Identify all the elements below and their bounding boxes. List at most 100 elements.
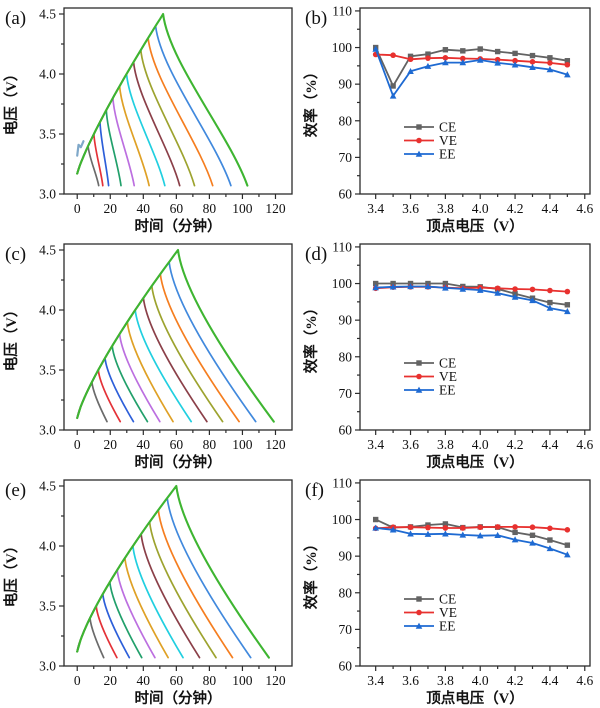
triangle-marker-icon xyxy=(407,67,414,75)
curve-3.6V xyxy=(76,121,110,187)
y-axis-label: 效率（%） xyxy=(302,65,320,138)
y-tick-label: 80 xyxy=(339,585,353,600)
square-marker-icon xyxy=(547,537,553,543)
x-tick-label: 4.0 xyxy=(472,673,489,688)
y-tick-label: 4.5 xyxy=(39,243,56,258)
triangle-marker-icon xyxy=(415,622,423,629)
legend-label-CE: CE xyxy=(439,356,456,371)
triangle-marker-icon xyxy=(389,92,397,99)
circle-marker-icon xyxy=(477,524,484,531)
circle-marker-icon xyxy=(512,286,518,292)
axis-ticks xyxy=(59,13,277,199)
x-tick-label: 3.8 xyxy=(437,201,454,216)
square-marker-icon xyxy=(442,280,449,287)
series-line-CE xyxy=(374,282,569,306)
curve-3.7V xyxy=(76,345,149,423)
x-axis-label: 顶点电压（V） xyxy=(426,453,523,471)
circle-marker-icon xyxy=(547,525,553,532)
triangle-marker-icon xyxy=(476,56,484,63)
x-tick-label: 4.0 xyxy=(472,201,489,216)
triangle-marker-icon xyxy=(494,531,501,538)
panel-letter-a: (a) xyxy=(5,8,26,29)
y-tick-label: 90 xyxy=(339,313,353,328)
panel-a: 0 20 40 60 80 100 120 3.0 3.5 4.0 4.5 时间（分钟） 电压（V） (a… xyxy=(0,0,300,236)
y-tick-label: 90 xyxy=(339,77,353,92)
square-marker-icon xyxy=(564,58,571,64)
y-tick-label: 3.0 xyxy=(39,423,56,438)
triangle-marker-icon xyxy=(442,59,449,66)
circle-marker-icon xyxy=(442,525,449,531)
square-marker-icon xyxy=(494,48,501,55)
circle-marker-icon xyxy=(564,288,571,295)
x-tick-label: 4.6 xyxy=(576,437,593,452)
square-marker-icon xyxy=(547,55,553,61)
triangle-marker-icon xyxy=(389,283,397,290)
y-tick-label: 3.5 xyxy=(39,363,56,378)
axis-tick-labels: 0 20 40 60 80 100 120 3.0 3.5 4.0 4.5 xyxy=(39,243,286,453)
x-tick-label: 0 xyxy=(74,201,81,216)
y-tick-label: 90 xyxy=(339,549,353,564)
curve-3.5V xyxy=(76,369,122,423)
panel-letter-d: (d) xyxy=(305,244,327,265)
chart-c: 0 20 40 60 80 100 120 3.0 3.5 4.0 4.5 时间（分钟） 电压（V） (c… xyxy=(2,243,293,471)
series-line-VE xyxy=(374,526,569,531)
circle-marker-icon xyxy=(416,373,422,380)
curve-3.6V xyxy=(76,593,131,659)
x-tick-label: 4.0 xyxy=(472,437,489,452)
x-tick-label: 3.4 xyxy=(367,201,384,216)
circle-marker-icon xyxy=(460,525,466,531)
plot-area xyxy=(76,248,275,423)
y-axis-label: 电压（V） xyxy=(2,539,20,607)
x-tick-label: 80 xyxy=(203,673,217,688)
square-marker-icon xyxy=(564,302,571,308)
y-tick-label: 100 xyxy=(332,40,353,55)
legend-item-EE: EE xyxy=(404,619,456,634)
square-marker-icon xyxy=(460,48,466,54)
legend-label-CE: CE xyxy=(439,120,456,135)
axis-frame xyxy=(63,243,293,431)
triangle-marker-icon xyxy=(372,284,379,291)
y-tick-label: 70 xyxy=(339,622,353,637)
circle-marker-icon xyxy=(547,60,553,66)
circle-marker-icon xyxy=(425,55,431,61)
triangle-marker-icon xyxy=(546,304,554,311)
axis-tick-labels: 3.4 3.6 3.8 4.0 4.2 4.4 4.6 60 70 80 90 100 110 xyxy=(332,475,594,688)
plot-area xyxy=(372,44,571,99)
legend-item-EE: EE xyxy=(404,383,456,398)
x-tick-label: 4.2 xyxy=(507,201,524,216)
y-tick-label: 3.5 xyxy=(39,599,56,614)
x-axis-label: 时间（分钟） xyxy=(135,453,222,471)
axis-frame xyxy=(359,243,591,431)
panel-c: 0 20 40 60 80 100 120 3.0 3.5 4.0 4.5 时间（分钟） 电压（V） (c… xyxy=(0,236,300,472)
y-tick-label: 4.5 xyxy=(39,479,56,494)
plot-area xyxy=(76,12,249,187)
square-marker-icon xyxy=(512,50,518,57)
x-tick-label: 60 xyxy=(170,673,184,688)
y-tick-label: 80 xyxy=(339,113,353,128)
axis-ticks xyxy=(355,10,586,199)
legend-item-CE: CE xyxy=(404,592,456,607)
axis-tick-labels: 3.4 3.6 3.8 4.0 4.2 4.4 4.6 60 70 80 90 100 110 xyxy=(332,3,594,216)
curve-3.7V xyxy=(76,581,143,659)
y-tick-label: 4.0 xyxy=(39,303,56,318)
y-axis-label: 电压（V） xyxy=(2,303,20,371)
curve-4.5V xyxy=(76,484,270,659)
y-tick-label: 110 xyxy=(332,475,352,490)
curve-4.1V xyxy=(76,297,208,423)
y-tick-label: 60 xyxy=(339,423,353,438)
triangle-marker-icon xyxy=(564,307,571,315)
x-tick-label: 3.6 xyxy=(402,673,419,688)
y-tick-label: 60 xyxy=(339,659,353,674)
legend-item-VE: VE xyxy=(404,133,457,148)
axis-frame xyxy=(63,7,293,195)
x-axis-label: 顶点电压（V） xyxy=(426,689,523,707)
x-tick-label: 60 xyxy=(170,201,184,216)
circle-marker-icon xyxy=(529,286,536,293)
y-tick-label: 80 xyxy=(339,349,353,364)
triangle-marker-icon xyxy=(424,62,432,69)
panel-letter-b: (b) xyxy=(305,8,327,29)
y-tick-label: 4.0 xyxy=(39,539,56,554)
triangle-marker-icon xyxy=(372,45,379,52)
